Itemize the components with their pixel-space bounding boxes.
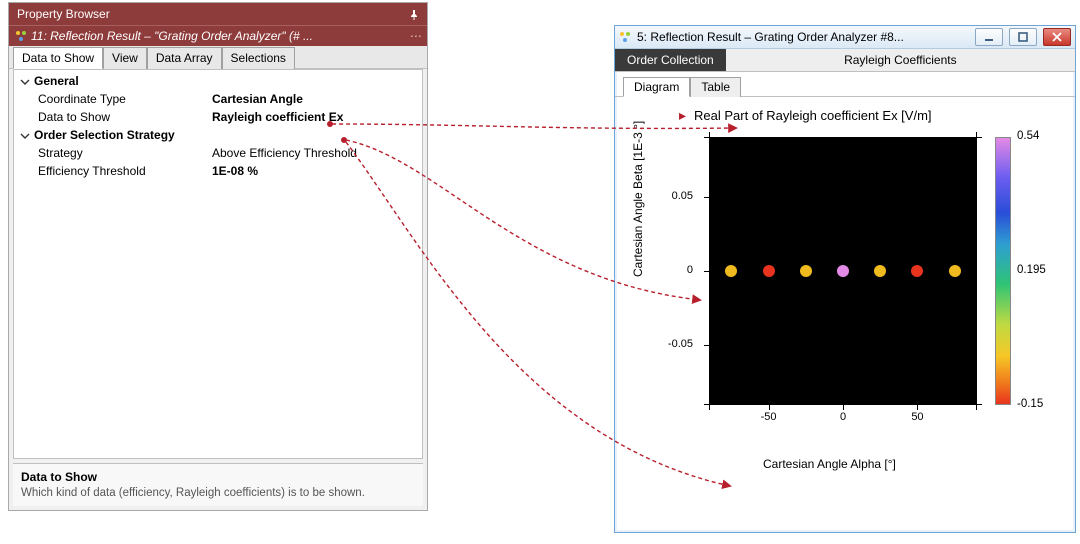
- result-tree-icon: [619, 31, 631, 43]
- tab-data-array[interactable]: Data Array: [147, 47, 222, 69]
- x-tick-label: 50: [902, 411, 932, 423]
- diagram-mode-tabs: Order Collection Rayleigh Coefficients: [615, 49, 1075, 72]
- colorbar-tick-label: 0.195: [1017, 264, 1063, 276]
- property-tabs: Data to Show View Data Array Selections: [9, 46, 427, 69]
- y-tick-label: -0.05: [659, 338, 693, 350]
- row-eff-threshold[interactable]: Efficiency Threshold 1E-08 %: [14, 162, 422, 180]
- tab-view[interactable]: View: [103, 47, 147, 69]
- colorbar: [995, 137, 1011, 405]
- property-browser-subtitle: 11: Reflection Result – "Grating Order A…: [31, 29, 313, 43]
- diagram-window: 5: Reflection Result – Grating Order Ana…: [614, 25, 1076, 533]
- row-eff-threshold-value: 1E-08 %: [212, 164, 416, 178]
- chevron-down-icon: [20, 130, 30, 140]
- group-general[interactable]: General: [14, 72, 422, 90]
- result-tree-icon: [15, 30, 27, 42]
- y-axis-label: Cartesian Angle Beta [1E-3 °]: [631, 121, 645, 277]
- diagram-sub-tabs: Diagram Table: [615, 72, 1075, 97]
- plot-title: Real Part of Rayleigh coefficient Ex [V/…: [694, 108, 931, 123]
- row-coordinate-type-value: Cartesian Angle: [212, 92, 416, 106]
- subtitle-close-icon[interactable]: ⋯: [409, 29, 421, 43]
- group-order-selection[interactable]: Order Selection Strategy: [14, 126, 422, 144]
- group-general-label: General: [34, 74, 79, 88]
- row-strategy-label: Strategy: [38, 146, 208, 160]
- row-eff-threshold-label: Efficiency Threshold: [38, 164, 208, 178]
- pin-icon[interactable]: [409, 9, 419, 19]
- y-tick-label: 0.05: [659, 190, 693, 202]
- property-browser-title: Property Browser: [17, 7, 110, 21]
- colorbar-tick-label: 0.54: [1017, 130, 1063, 142]
- property-browser-window: Property Browser 11: Reflection Result –…: [8, 2, 428, 511]
- tab-selections[interactable]: Selections: [222, 47, 295, 69]
- close-button[interactable]: [1043, 28, 1071, 46]
- callout-arrow-icon: ▸: [679, 107, 686, 124]
- row-data-to-show-label: Data to Show: [38, 110, 208, 124]
- sub-tab-diagram[interactable]: Diagram: [623, 77, 690, 97]
- plot-panel: ▸ Real Part of Rayleigh coefficient Ex […: [615, 97, 1075, 532]
- x-tick-label: 0: [828, 411, 858, 423]
- scatter-point[interactable]: [763, 265, 775, 277]
- row-coordinate-type[interactable]: Coordinate Type Cartesian Angle: [14, 90, 422, 108]
- maximize-button[interactable]: [1009, 28, 1037, 46]
- mode-tab-rayleigh-coefficients[interactable]: Rayleigh Coefficients: [726, 49, 1075, 71]
- mode-tab-order-collection[interactable]: Order Collection: [615, 49, 726, 71]
- property-browser-titlebar[interactable]: Property Browser: [9, 3, 427, 25]
- group-order-selection-label: Order Selection Strategy: [34, 128, 175, 142]
- scatter-point[interactable]: [800, 265, 812, 277]
- property-description-text: Which kind of data (efficiency, Rayleigh…: [21, 486, 415, 500]
- tab-data-to-show[interactable]: Data to Show: [13, 47, 103, 69]
- row-coordinate-type-label: Coordinate Type: [38, 92, 208, 106]
- property-browser-subtitle-row: 11: Reflection Result – "Grating Order A…: [9, 25, 427, 46]
- row-data-to-show-value: Rayleigh coefficient Ex: [212, 110, 416, 124]
- sub-tab-table[interactable]: Table: [690, 77, 741, 97]
- row-strategy[interactable]: Strategy Above Efficiency Threshold: [14, 144, 422, 162]
- row-data-to-show[interactable]: Data to Show Rayleigh coefficient Ex: [14, 108, 422, 126]
- scatter-point[interactable]: [837, 265, 849, 277]
- property-grid: General Coordinate Type Cartesian Angle …: [13, 69, 423, 459]
- scatter-point[interactable]: [949, 265, 961, 277]
- minimize-button[interactable]: [975, 28, 1003, 46]
- diagram-titlebar[interactable]: 5: Reflection Result – Grating Order Ana…: [615, 26, 1075, 49]
- x-tick-label: -50: [754, 411, 784, 423]
- diagram-title: 5: Reflection Result – Grating Order Ana…: [637, 30, 969, 44]
- row-strategy-value: Above Efficiency Threshold: [212, 146, 416, 160]
- x-axis-label: Cartesian Angle Alpha [°]: [763, 457, 896, 471]
- chevron-down-icon: [20, 76, 30, 86]
- y-tick-label: 0: [659, 264, 693, 276]
- property-description-title: Data to Show: [21, 470, 415, 484]
- property-description-panel: Data to Show Which kind of data (efficie…: [13, 463, 423, 506]
- colorbar-tick-label: -0.15: [1017, 398, 1063, 410]
